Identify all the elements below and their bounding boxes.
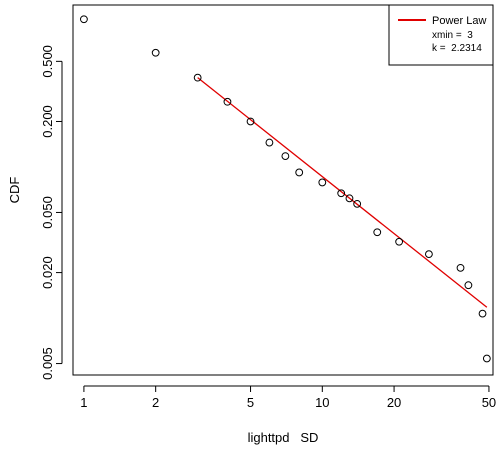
x-tick-label: 10 [315, 395, 329, 410]
plot-frame [72, 4, 494, 376]
data-point [482, 354, 491, 363]
legend-xmin: xmin = 3 [432, 30, 473, 41]
x-axis-label: lighttpd SD [248, 430, 319, 445]
data-point [464, 281, 473, 290]
y-axis: 0.005 0.020 0.050 0.200 0.500 [40, 45, 63, 380]
legend-k: k = 2.2314 [432, 43, 482, 54]
data-point [478, 309, 487, 318]
fit-line-layer [197, 77, 488, 308]
data-point [246, 117, 255, 126]
legend-box [388, 4, 494, 66]
data-point [318, 178, 327, 187]
data-point [425, 250, 433, 259]
y-axis-label: CDF [7, 177, 22, 204]
legend: Power Law xmin = 3 k = 2.2314 [388, 4, 494, 66]
data-point [395, 237, 404, 246]
x-axis: 1 2 5 10 20 50 [80, 385, 496, 410]
data-point [265, 138, 274, 147]
data-point [345, 194, 354, 203]
data-point [193, 73, 202, 82]
x-tick-label: 20 [387, 395, 401, 410]
x-tick-label: 50 [482, 395, 496, 410]
x-tick-label: 5 [247, 395, 254, 410]
y-tick-label: 0.200 [40, 105, 55, 138]
legend-label: Power Law [432, 15, 486, 27]
data-point [373, 228, 382, 237]
data-point [281, 152, 290, 161]
data-point [456, 263, 465, 272]
data-point [151, 48, 160, 57]
data-point [353, 199, 362, 208]
x-tick-label: 2 [152, 395, 159, 410]
y-tick-label: 0.005 [40, 347, 55, 380]
data-point [295, 168, 304, 177]
y-tick-label: 0.050 [40, 196, 55, 229]
power-law-fit-line [197, 77, 488, 308]
y-tick-label: 0.500 [40, 45, 55, 78]
data-point [80, 15, 88, 24]
points-layer [80, 15, 491, 363]
data-point [337, 189, 346, 198]
x-tick-label: 1 [80, 395, 87, 410]
y-tick-label: 0.020 [40, 256, 55, 289]
data-point [223, 97, 232, 106]
